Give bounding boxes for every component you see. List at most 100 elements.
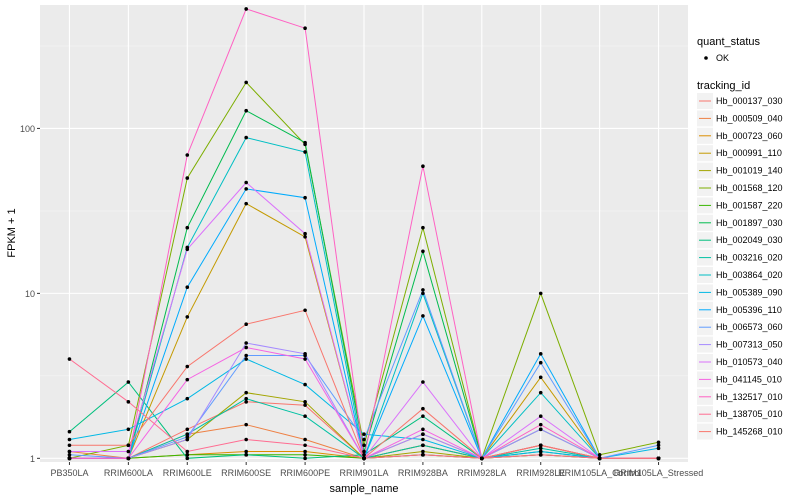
data-point (421, 164, 425, 169)
data-points (67, 7, 661, 461)
y-tick-label: 10 (25, 289, 35, 299)
data-point (303, 140, 307, 145)
data-point (185, 225, 190, 230)
data-point (185, 315, 190, 319)
y-axis-title: FPKM + 1 (6, 208, 18, 257)
data-point (303, 235, 307, 239)
data-point (244, 390, 248, 395)
x-tick-label: RRIM105LA_Stressed (614, 468, 704, 478)
data-point (185, 456, 190, 461)
x-tick-label: RRIM600SE (221, 468, 271, 478)
legend-label: Hb_002049_030 (716, 235, 783, 245)
data-point (362, 443, 366, 448)
data-point (421, 443, 425, 448)
data-point (538, 446, 543, 451)
x-axis: PB350LA RRIM600LA RRIM600LE RRIM600SE RRIM60… (50, 462, 703, 478)
data-point (244, 437, 248, 442)
legend-label: Hb_001568_120 (716, 183, 783, 193)
legend-label: Hb_007313_050 (716, 340, 783, 350)
legend-label: Hb_005396_110 (716, 305, 782, 315)
data-point (303, 352, 307, 356)
data-point (538, 453, 543, 457)
data-point (362, 449, 366, 454)
x-tick-label: RRIM600PE (280, 468, 330, 478)
data-point (421, 453, 425, 457)
data-point (67, 453, 72, 457)
legend-label: Hb_138705_010 (716, 409, 783, 419)
data-point (303, 400, 307, 404)
data-point (303, 414, 307, 419)
data-point (303, 26, 307, 31)
data-point (244, 396, 248, 401)
data-point (126, 449, 131, 454)
data-point (538, 443, 543, 448)
legend-label: Hb_145268_010 (716, 427, 783, 437)
data-point (421, 314, 425, 318)
legend-label: Hb_000723_060 (716, 131, 783, 141)
data-point (421, 288, 425, 292)
data-point (185, 437, 190, 442)
data-point (244, 7, 248, 11)
legend-label: Hb_003216_020 (716, 253, 783, 263)
legend-label: Hb_001019_140 (716, 166, 783, 176)
data-point (244, 422, 248, 427)
legend-label: Hb_132517_010 (716, 392, 783, 402)
x-tick-label: RRIM928LE (516, 468, 565, 478)
data-point (185, 247, 190, 252)
data-point (480, 456, 484, 461)
data-point (185, 364, 190, 369)
x-tick-label: PB350LA (50, 468, 88, 478)
data-point (126, 400, 131, 404)
data-point (244, 449, 248, 454)
data-point (303, 449, 307, 454)
y-axis: 1 10 100 (20, 124, 40, 464)
data-point (421, 437, 425, 442)
x-tick-label: RRIM901LA (339, 468, 388, 478)
data-point (67, 437, 72, 442)
data-point (538, 390, 543, 395)
data-point (421, 225, 425, 230)
data-point (244, 453, 248, 457)
data-point (244, 357, 248, 361)
data-point (421, 449, 425, 454)
data-point (244, 187, 248, 191)
data-point (185, 432, 190, 437)
data-point (538, 449, 543, 454)
data-point (362, 453, 366, 457)
legend-label: Hb_001587_220 (716, 200, 783, 210)
legend-shape-key (704, 56, 708, 60)
data-point (538, 414, 543, 419)
data-point (421, 291, 425, 296)
data-point (185, 453, 190, 457)
data-point (656, 456, 661, 461)
data-point (538, 291, 543, 296)
data-point (126, 456, 131, 461)
data-point (303, 403, 307, 407)
data-point (244, 80, 248, 85)
data-point (303, 308, 307, 313)
data-point (303, 453, 307, 457)
data-point (303, 382, 307, 387)
data-point (656, 443, 661, 448)
legend-label: Hb_003864_020 (716, 270, 783, 280)
data-point (67, 443, 72, 448)
data-point (362, 437, 366, 442)
legend-label: Hb_000509_040 (716, 113, 783, 123)
data-point (244, 341, 248, 345)
data-point (185, 449, 190, 454)
data-point (421, 249, 425, 254)
legend-label: Hb_006573_060 (716, 322, 783, 332)
data-point (303, 195, 307, 200)
legend-color-title: tracking_id (697, 80, 750, 92)
data-point (126, 380, 131, 384)
data-point (538, 375, 543, 380)
x-tick-label: RRIM105LA_Control (558, 468, 641, 478)
data-point (67, 449, 72, 454)
data-point (597, 453, 602, 457)
data-point (362, 432, 366, 437)
data-point (656, 446, 661, 451)
data-point (126, 427, 131, 432)
legend-label: Hb_005389_090 (716, 287, 783, 297)
data-point (67, 429, 72, 434)
